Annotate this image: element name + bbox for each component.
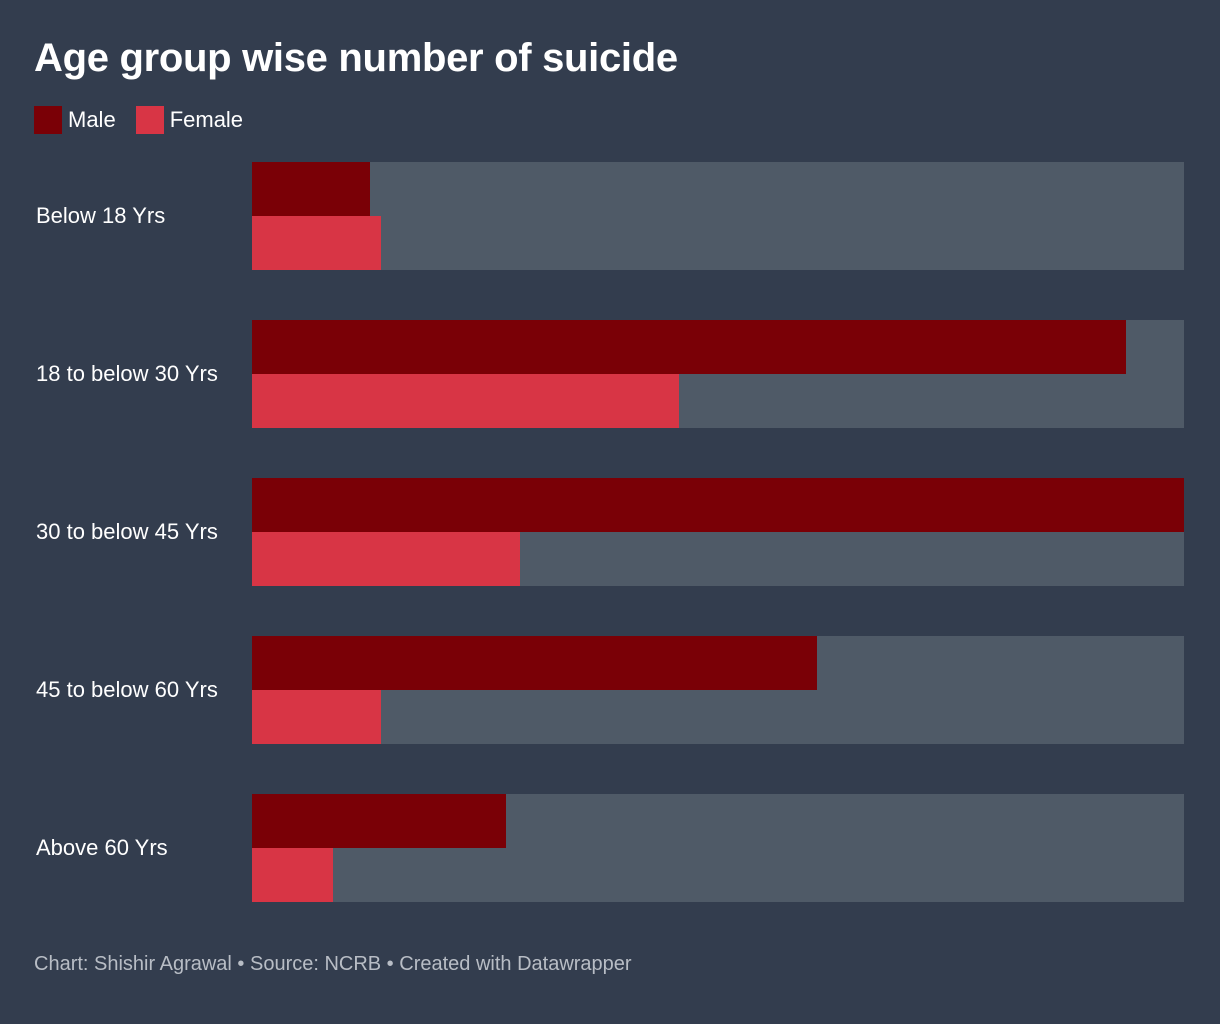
bar-track — [252, 636, 1184, 744]
bar-male — [252, 162, 370, 216]
bar-female — [252, 216, 382, 270]
bar-male — [252, 320, 1127, 374]
category-label: 30 to below 45 Yrs — [36, 519, 218, 544]
chart-title: Age group wise number of suicide — [34, 36, 678, 80]
category-label: 45 to below 60 Yrs — [36, 677, 218, 702]
bar-track — [252, 162, 1184, 270]
bar-male — [252, 636, 818, 690]
bar-track — [252, 320, 1184, 428]
legend-item-female: Female — [135, 106, 244, 134]
bar-male — [252, 794, 506, 848]
bar-track — [252, 794, 1184, 902]
bar-female — [252, 690, 382, 744]
category-label: 18 to below 30 Yrs — [36, 361, 218, 386]
bar-female — [252, 374, 679, 428]
legend-label-male: Male — [68, 107, 116, 132]
chart-footer: Chart: Shishir Agrawal • Source: NCRB • … — [34, 953, 632, 975]
legend-swatch-female — [135, 106, 164, 134]
bar-female — [252, 532, 520, 586]
bar-track — [252, 478, 1184, 586]
bar-female — [252, 848, 333, 902]
legend-item-male: Male — [34, 106, 116, 134]
category-label: Above 60 Yrs — [36, 835, 168, 860]
legend-label-female: Female — [169, 107, 244, 132]
bar-male — [252, 478, 1184, 532]
legend-swatch-male — [34, 106, 62, 134]
legend: Male Female — [34, 106, 263, 134]
category-label: Below 18 Yrs — [36, 203, 166, 228]
